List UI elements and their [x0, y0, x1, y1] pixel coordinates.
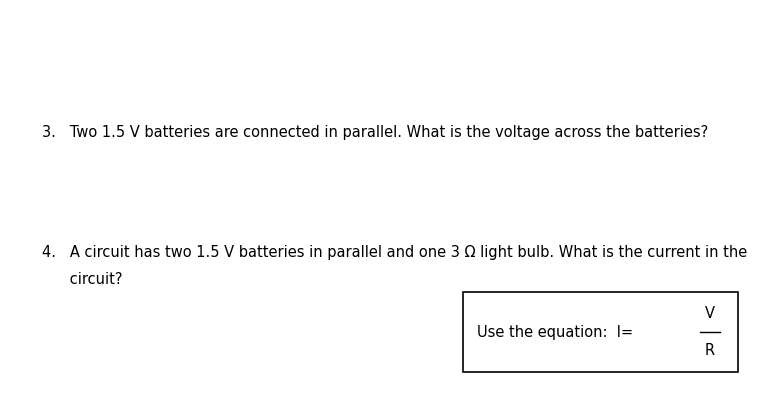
Text: circuit?: circuit?	[42, 272, 122, 287]
Text: R: R	[705, 343, 715, 358]
Text: 3.   Two 1.5 V batteries are connected in parallel. What is the voltage across t: 3. Two 1.5 V batteries are connected in …	[42, 125, 708, 140]
Text: Use the equation:  I=: Use the equation: I=	[477, 324, 633, 339]
Text: 4.   A circuit has two 1.5 V batteries in parallel and one 3 Ω light bulb. What : 4. A circuit has two 1.5 V batteries in …	[42, 245, 747, 260]
FancyBboxPatch shape	[463, 292, 738, 372]
Text: V: V	[705, 306, 715, 321]
